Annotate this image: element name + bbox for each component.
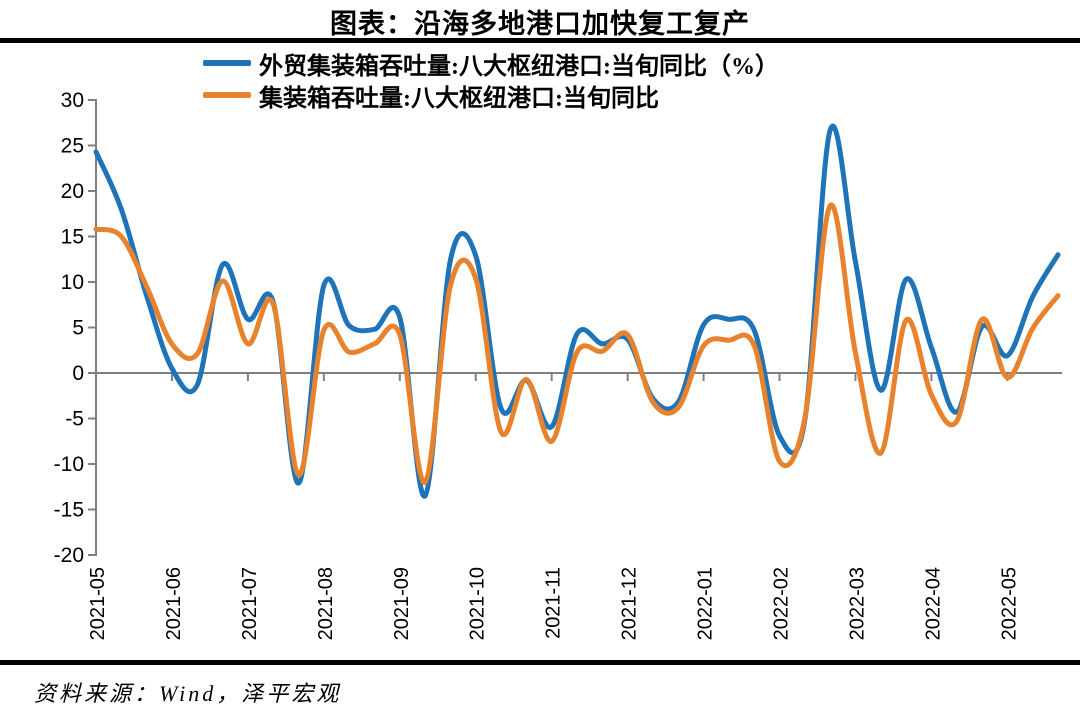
legend-swatch-icon: [203, 60, 251, 66]
legend-swatch-icon: [203, 92, 251, 98]
chart-title: 图表：沿海多地港口加快复工复产: [330, 9, 750, 39]
x-tick-label: 2021-10: [467, 567, 489, 640]
y-tick-label: -15: [54, 499, 84, 522]
legend-item-1: 集装箱吞吐量:八大枢纽港口:当旬同比: [203, 79, 779, 112]
y-tick-label: 25: [61, 135, 84, 158]
legend-item-0: 外贸集装箱吞吐量:八大枢纽港口:当旬同比（%）: [203, 47, 779, 80]
x-tick-label: 2021-08: [315, 567, 337, 640]
y-tick-label: 15: [61, 226, 84, 249]
x-tick-label: 2022-01: [695, 567, 717, 640]
y-tick-label: 20: [61, 180, 84, 203]
x-tick-label: 2021-09: [391, 567, 413, 640]
x-tick-label: 2021-11: [543, 567, 565, 639]
y-tick-label: 0: [72, 362, 84, 385]
y-tick-label: -10: [54, 453, 84, 476]
x-tick-label: 2022-03: [846, 567, 868, 640]
top-divider-rule: [0, 38, 1080, 43]
x-tick-label: 2021-12: [619, 567, 641, 640]
y-tick-label: 5: [72, 317, 84, 340]
x-tick-label: 2021-06: [163, 567, 185, 640]
x-tick-label: 2022-02: [771, 567, 793, 640]
x-tick-label: 2021-07: [239, 567, 261, 640]
x-tick-label: 2022-04: [922, 567, 944, 640]
y-tick-label: -5: [65, 408, 84, 431]
chart-legend: 外贸集装箱吞吐量:八大枢纽港口:当旬同比（%） 集装箱吞吐量:八大枢纽港口:当旬同…: [203, 47, 779, 112]
legend-label: 集装箱吞吐量:八大枢纽港口:当旬同比: [259, 85, 659, 112]
series-line-1: [93, 202, 1061, 485]
y-tick-label: 10: [61, 271, 84, 294]
y-tick-label: -20: [54, 544, 84, 567]
x-tick-label: 2021-05: [87, 567, 109, 640]
legend-label: 外贸集装箱吞吐量:八大枢纽港口:当旬同比（%）: [259, 53, 779, 80]
source-note: 资料来源：Wind，泽平宏观: [34, 681, 342, 706]
y-tick-label: 30: [61, 89, 84, 112]
series-line-0: [93, 123, 1061, 499]
x-tick-label: 2022-05: [998, 567, 1020, 640]
bottom-divider-rule: [0, 660, 1080, 665]
